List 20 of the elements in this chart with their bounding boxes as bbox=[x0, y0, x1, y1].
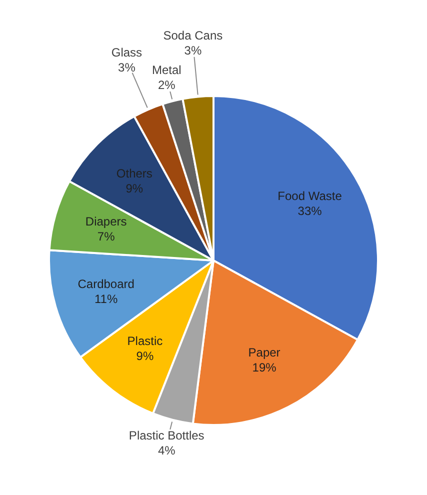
slice-label: Food Waste bbox=[278, 188, 342, 203]
slice-label: Diapers bbox=[85, 214, 127, 229]
data-label: 3% bbox=[184, 43, 202, 58]
data-label: 7% bbox=[97, 230, 116, 244]
data-label: 2% bbox=[158, 78, 176, 92]
slice-label: Plastic Bottles bbox=[128, 428, 204, 442]
data-label: 9% bbox=[126, 182, 144, 196]
slice-label: Plastic bbox=[127, 334, 163, 348]
slice-label: Cardboard bbox=[78, 277, 134, 292]
data-label: 11% bbox=[94, 292, 118, 306]
data-label: 19% bbox=[252, 360, 277, 374]
slice-label: Paper bbox=[248, 345, 280, 360]
data-label: 33% bbox=[298, 204, 322, 218]
slice-label: Soda Cans bbox=[163, 28, 223, 42]
data-label: 9% bbox=[136, 349, 154, 364]
slice-label: Glass bbox=[111, 45, 142, 60]
data-label: 4% bbox=[158, 443, 176, 458]
data-label: 3% bbox=[118, 60, 136, 74]
slice-label: Others bbox=[116, 166, 152, 181]
slice-label: Metal bbox=[152, 63, 182, 78]
